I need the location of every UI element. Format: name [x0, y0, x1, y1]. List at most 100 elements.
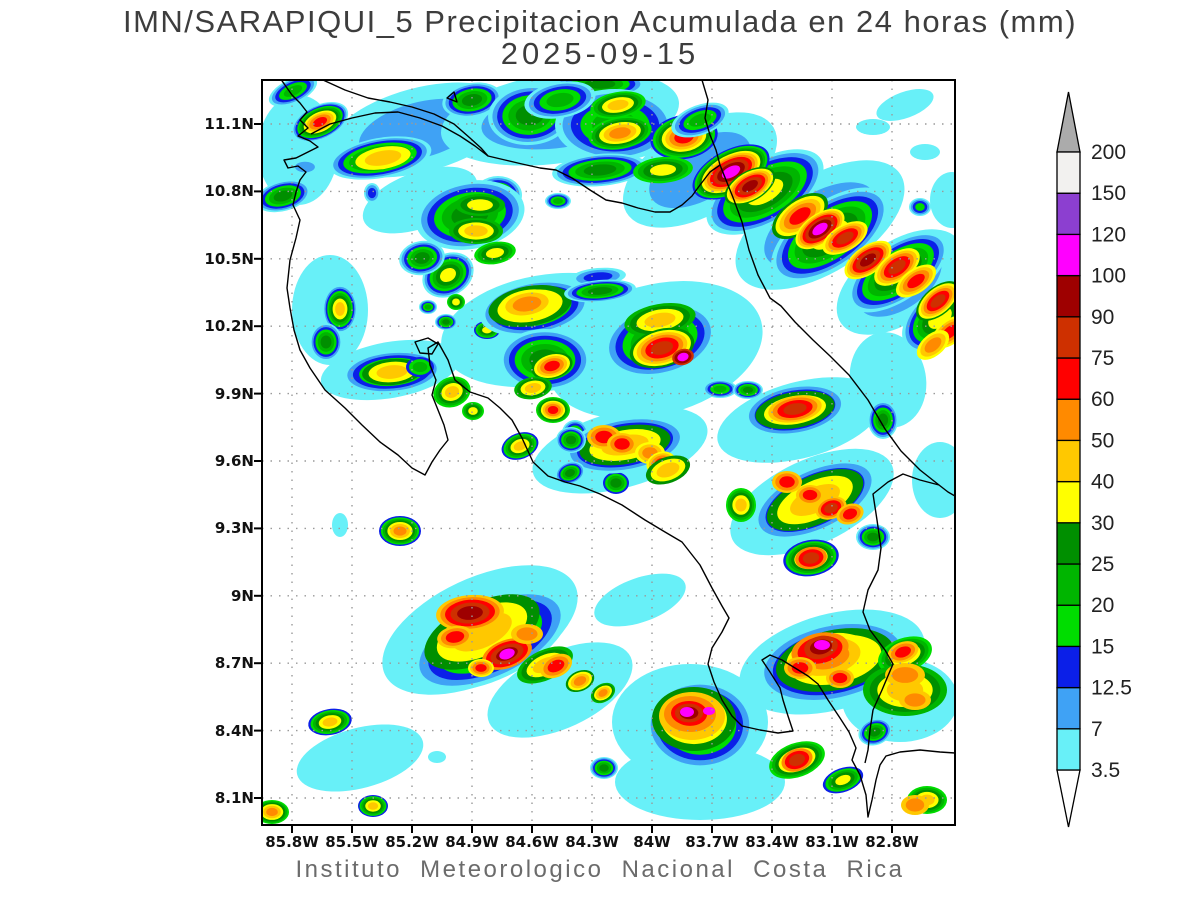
coastline — [280, 80, 955, 818]
rain-cell — [849, 332, 927, 428]
rain-cell — [590, 91, 646, 119]
rain-cell — [555, 461, 585, 485]
rain-cell — [428, 751, 446, 763]
rain-cell — [887, 641, 919, 663]
rain-cell — [355, 146, 411, 170]
rain-cell — [358, 795, 388, 817]
rain-cell — [856, 119, 890, 135]
rain-cell — [724, 166, 776, 206]
rain-cell — [603, 472, 629, 494]
rain-cell — [916, 330, 950, 360]
rain-cell — [836, 503, 864, 525]
lon-label: 83.4W — [745, 833, 799, 851]
lon-label: 85.5W — [325, 833, 379, 851]
rain-cell — [442, 82, 502, 118]
colorbar-segment — [1056, 192, 1081, 236]
rain-cell — [899, 690, 931, 710]
colorbar-label: 30 — [1091, 512, 1114, 535]
rain-cell — [310, 323, 342, 361]
rain-cell — [826, 668, 854, 688]
rain-cell — [436, 594, 504, 632]
colorbar-segment — [1056, 274, 1081, 318]
rain-cell — [671, 102, 729, 138]
colorbar-segment — [1056, 522, 1081, 565]
rain-cell — [419, 300, 437, 314]
lat-label: 9.6N — [214, 452, 254, 470]
colorbar-label: 20 — [1091, 594, 1114, 617]
lat-label: 9.9N — [214, 384, 254, 403]
lat-label: 10.2N — [204, 317, 254, 336]
rain-cell — [499, 289, 555, 319]
rain-cell — [308, 708, 352, 736]
colorbar-segment — [1056, 480, 1081, 524]
colorbar-segment — [1056, 233, 1081, 277]
rain-cell — [536, 397, 570, 423]
rain-cell — [379, 516, 421, 546]
plot-frame — [261, 79, 956, 826]
rain-cell — [768, 395, 822, 423]
rain-cell — [858, 718, 892, 746]
rain-cell — [822, 766, 864, 794]
lat-label: 9.3N — [214, 519, 254, 538]
rain-cell — [545, 193, 571, 209]
colorbar-label: 40 — [1091, 471, 1114, 494]
lon-label: 85.8W — [265, 833, 319, 851]
colorbar-over-arrow — [1056, 91, 1081, 153]
rain-cell — [290, 159, 320, 175]
lon-label: 84W — [633, 833, 671, 851]
rain-cell — [406, 357, 434, 377]
rain-cell — [672, 348, 694, 366]
rain-cell — [796, 485, 824, 505]
rain-cell — [615, 744, 785, 820]
rain-cell — [772, 471, 802, 493]
colorbar-segment — [1056, 439, 1081, 483]
colorbar-segment — [1056, 604, 1081, 648]
axis-ticks — [254, 123, 893, 833]
rain-cell — [447, 294, 465, 310]
colorbar-segment — [1056, 728, 1081, 771]
colorbar-segment — [1056, 151, 1081, 194]
colorbar-label: 12.5 — [1091, 677, 1132, 700]
rain-cell — [455, 194, 505, 216]
colorbar-label: 50 — [1091, 429, 1114, 452]
rain-cell — [909, 198, 931, 216]
colorbar-label: 200 — [1091, 141, 1126, 164]
rain-cell — [332, 513, 348, 537]
rain-cell — [364, 183, 380, 203]
rain-cell — [437, 625, 473, 649]
rain-cell — [901, 795, 929, 815]
rain-cell — [362, 358, 422, 386]
lon-label: 83.7W — [685, 833, 739, 851]
colorbar-label: 60 — [1091, 388, 1114, 411]
rain-cell — [462, 402, 484, 420]
colorbar-label: 25 — [1091, 553, 1114, 576]
lat-label: 8.7N — [214, 654, 254, 673]
rain-cell — [565, 669, 595, 693]
colorbar-label: 3.5 — [1091, 759, 1120, 782]
lat-label: 8.1N — [214, 789, 254, 807]
lon-label: 83.1W — [805, 833, 859, 851]
lat-label: 9N — [231, 586, 254, 605]
rain-cell — [844, 240, 892, 280]
rain-cell — [262, 800, 289, 824]
rain-cell — [795, 546, 827, 570]
graticule — [262, 80, 955, 825]
rain-cell — [524, 81, 596, 119]
rain-cell — [474, 241, 516, 265]
lat-label: 8.4N — [214, 721, 254, 740]
colorbar-label: 7 — [1091, 718, 1103, 741]
rain-cell — [449, 218, 503, 244]
lon-label: 84.6W — [505, 833, 559, 851]
rain-cell — [588, 116, 652, 150]
rain-cell — [531, 352, 573, 380]
colorbar-segment — [1056, 686, 1081, 730]
rain-cell — [814, 640, 830, 650]
colorbar-segment — [1056, 398, 1081, 442]
rain-cell — [795, 208, 845, 250]
rain-cell — [268, 80, 318, 107]
rain-cell — [680, 707, 694, 717]
rain-cell — [487, 642, 633, 738]
rain-cell — [930, 172, 955, 228]
colorbar-label: 120 — [1091, 223, 1126, 246]
